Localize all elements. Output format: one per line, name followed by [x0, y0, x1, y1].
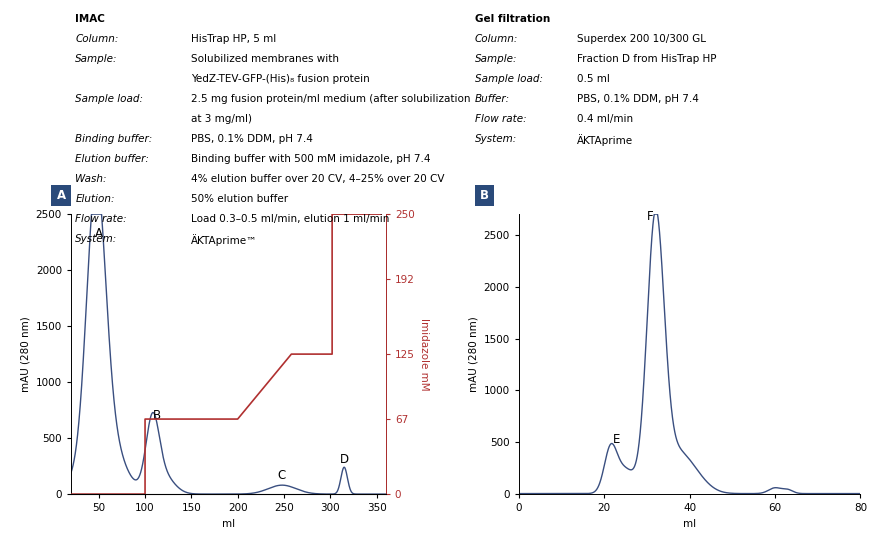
- Text: Sample:: Sample:: [75, 54, 118, 64]
- Text: B: B: [479, 189, 488, 202]
- Text: Wash:: Wash:: [75, 174, 107, 184]
- Text: 0.4 ml/min: 0.4 ml/min: [576, 114, 632, 124]
- Text: E: E: [612, 433, 619, 446]
- Text: at 3 mg/ml): at 3 mg/ml): [190, 114, 252, 124]
- Text: Elution:: Elution:: [75, 194, 115, 204]
- Text: System:: System:: [75, 234, 118, 244]
- Text: 0.5 ml: 0.5 ml: [576, 74, 609, 84]
- Text: A: A: [57, 189, 66, 202]
- Y-axis label: mAU (280 nm): mAU (280 nm): [468, 316, 478, 392]
- Text: Sample:: Sample:: [474, 54, 517, 64]
- Text: C: C: [277, 469, 285, 483]
- Text: ÄKTAprime: ÄKTAprime: [576, 134, 632, 146]
- Text: Sample load:: Sample load:: [75, 94, 144, 104]
- Text: Load 0.3–0.5 ml/min, elution 1 ml/min: Load 0.3–0.5 ml/min, elution 1 ml/min: [190, 214, 389, 224]
- Text: Binding buffer with 500 mM imidazole, pH 7.4: Binding buffer with 500 mM imidazole, pH…: [190, 154, 430, 164]
- Text: Buffer:: Buffer:: [474, 94, 509, 104]
- Text: 50% elution buffer: 50% elution buffer: [190, 194, 287, 204]
- Text: System:: System:: [474, 134, 517, 144]
- Text: YedZ-TEV-GFP-(His)₈ fusion protein: YedZ-TEV-GFP-(His)₈ fusion protein: [190, 74, 369, 84]
- Text: Superdex 200 10/300 GL: Superdex 200 10/300 GL: [576, 34, 704, 44]
- Text: Solubilized membranes with: Solubilized membranes with: [190, 54, 338, 64]
- Text: 4% elution buffer over 20 CV, 4–25% over 20 CV: 4% elution buffer over 20 CV, 4–25% over…: [190, 174, 444, 184]
- Text: Gel filtration: Gel filtration: [474, 14, 549, 24]
- Text: Column:: Column:: [75, 34, 119, 44]
- Y-axis label: Imidazole mM: Imidazole mM: [418, 318, 428, 390]
- Text: Flow rate:: Flow rate:: [75, 214, 127, 224]
- Text: IMAC: IMAC: [75, 14, 105, 24]
- Text: 2.5 mg fusion protein/ml medium (after solubilization: 2.5 mg fusion protein/ml medium (after s…: [190, 94, 470, 104]
- Y-axis label: mAU (280 nm): mAU (280 nm): [20, 316, 30, 392]
- Text: F: F: [646, 210, 653, 223]
- Text: ÄKTAprime™: ÄKTAprime™: [190, 234, 257, 246]
- Text: Flow rate:: Flow rate:: [474, 114, 525, 124]
- Text: D: D: [339, 452, 348, 466]
- Text: B: B: [152, 410, 160, 422]
- X-axis label: ml: ml: [222, 519, 235, 529]
- Text: Binding buffer:: Binding buffer:: [75, 134, 152, 144]
- X-axis label: ml: ml: [682, 519, 696, 529]
- Text: PBS, 0.1% DDM, pH 7.4: PBS, 0.1% DDM, pH 7.4: [190, 134, 312, 144]
- Text: Fraction D from HisTrap HP: Fraction D from HisTrap HP: [576, 54, 715, 64]
- Text: Column:: Column:: [474, 34, 517, 44]
- Text: PBS, 0.1% DDM, pH 7.4: PBS, 0.1% DDM, pH 7.4: [576, 94, 697, 104]
- Text: Sample load:: Sample load:: [474, 74, 542, 84]
- Text: Elution buffer:: Elution buffer:: [75, 154, 149, 164]
- Text: HisTrap HP, 5 ml: HisTrap HP, 5 ml: [190, 34, 276, 44]
- Text: A: A: [95, 227, 103, 240]
